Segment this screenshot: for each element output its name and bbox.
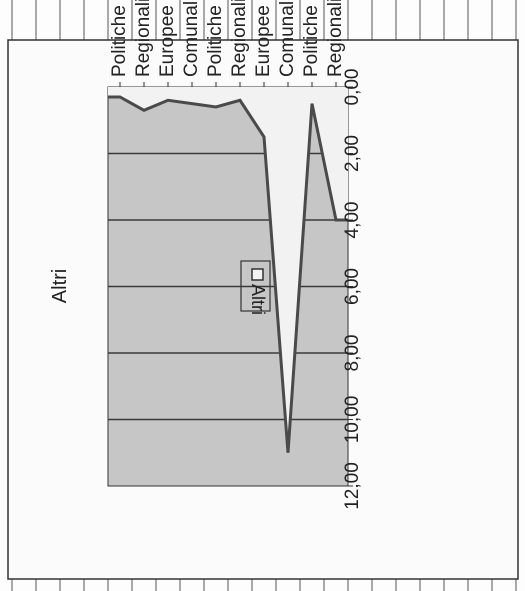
y-axis-ticks: 0,00 2,00 4,00 6,00 8,00 10,00 12,00 <box>342 69 363 510</box>
y-tick-label: 0,00 <box>342 69 363 106</box>
y-tick-label: 2,00 <box>342 135 363 172</box>
chart-title: Altri <box>49 269 71 303</box>
legend-label-altri: Altri <box>248 284 268 315</box>
y-tick-label: 8,00 <box>342 335 363 372</box>
series-line-altri <box>108 95 348 453</box>
x-tick-label: Europee <box>157 5 178 77</box>
x-tick-label: Politiche <box>301 5 322 77</box>
legend-box <box>240 260 271 312</box>
y-gridlines <box>108 152 348 421</box>
y-tick-label: 12,00 <box>342 462 363 510</box>
y-tick-label: 4,00 <box>342 202 363 239</box>
x-tick-label: Politiche <box>109 5 130 77</box>
legend-swatch-altri <box>251 268 264 281</box>
page-grid-lines <box>11 0 517 591</box>
series-area-altri <box>108 87 348 453</box>
x-tick-label: Regionali <box>325 0 346 77</box>
x-tick-label: Regionali <box>133 0 154 77</box>
x-axis-ticks: RegionaliPoliticheComunaliEuropeeRegiona… <box>109 0 346 87</box>
y-tick-label: 10,00 <box>342 396 363 444</box>
legend: Altri <box>240 260 271 315</box>
x-tick-label: Comunali <box>181 0 202 77</box>
x-tick-label: Politiche <box>205 5 226 77</box>
y-tick-label: 6,00 <box>342 268 363 305</box>
x-tick-label: Europee <box>253 5 274 77</box>
x-tick-label: Comunali <box>277 0 298 77</box>
x-tick-label: Regionali <box>229 0 250 77</box>
